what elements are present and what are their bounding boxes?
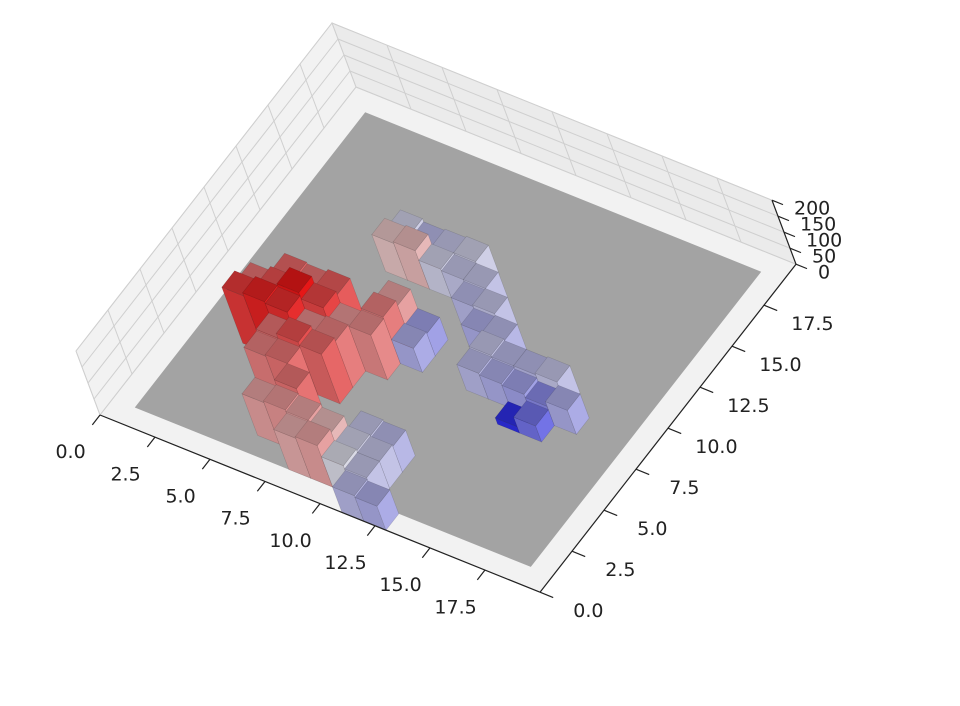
bar-top (344, 452, 380, 479)
z-tick (789, 247, 802, 254)
x-tick (201, 458, 211, 470)
bar-top (320, 440, 357, 467)
y-tick-label: 2.5 (605, 559, 635, 581)
bar-top (331, 470, 368, 497)
bar (298, 328, 354, 405)
bar-top (501, 368, 538, 395)
bar (354, 480, 400, 531)
y-tick-label: 17.5 (791, 313, 833, 335)
y-tick (763, 304, 778, 312)
z-tick (777, 215, 790, 222)
grid-line (87, 54, 345, 384)
bar-top (300, 282, 337, 309)
bar-top (453, 235, 489, 262)
bar-top (275, 316, 312, 343)
grid-line (337, 38, 779, 217)
x-tick-label: 2.5 (110, 463, 140, 485)
grid-line (355, 86, 797, 265)
x-tick (311, 503, 321, 514)
z-tick-label: 50 (812, 246, 836, 268)
z-tick (795, 263, 808, 270)
y-tick (699, 386, 714, 394)
y-tick (635, 468, 650, 476)
z-tick (783, 231, 796, 238)
x-tick-label: 7.5 (220, 508, 250, 530)
grid-line (349, 70, 791, 249)
x-tick (256, 481, 266, 492)
y-tick (731, 345, 746, 353)
bar (390, 322, 436, 374)
x-tick (91, 414, 101, 426)
y-tick-label: 7.5 (669, 477, 699, 499)
bar-top (264, 286, 301, 313)
y-tick-label: 5.0 (637, 518, 667, 540)
bar (544, 384, 590, 436)
z-tick-label: 0 (818, 262, 830, 284)
x-tick (146, 436, 156, 448)
bar-top (462, 262, 499, 289)
x-tick-label: 12.5 (324, 552, 366, 574)
z-tick-label: 150 (800, 214, 836, 236)
bar-top (468, 329, 505, 356)
y-tick-label: 12.5 (727, 395, 769, 417)
bar-top (348, 309, 385, 336)
bar-top (390, 322, 427, 349)
z-tick (771, 199, 784, 206)
bar-top (392, 225, 429, 252)
x-tick-label: 0.0 (55, 441, 85, 463)
bar-top (262, 384, 299, 411)
y-tick-label: 10.0 (695, 436, 737, 458)
grid-line (81, 38, 339, 368)
bar-top (285, 394, 322, 421)
y-tick (667, 427, 682, 435)
x-tick-label: 17.5 (434, 596, 476, 618)
y-tick (539, 591, 554, 599)
bar-top (472, 288, 508, 315)
bar-top (294, 419, 331, 446)
x-tick-label: 15.0 (379, 574, 421, 596)
bar-top (354, 480, 391, 507)
bar-top (360, 291, 397, 318)
bar-top (544, 384, 581, 411)
y-tick (603, 509, 618, 517)
bar-top (273, 363, 310, 390)
grid-line (343, 54, 785, 233)
grid-line (75, 22, 333, 352)
grid-line (331, 22, 773, 201)
bar-top (298, 328, 335, 355)
x-tick (421, 547, 431, 559)
y-tick-label: 15.0 (759, 354, 801, 376)
x-tick (476, 569, 486, 581)
z-tick-label: 200 (794, 198, 830, 220)
x-tick-label: 5.0 (165, 486, 195, 508)
x-tick-label: 10.0 (269, 530, 311, 552)
bar-top (534, 356, 571, 383)
bar-top (276, 266, 313, 293)
z-tick-label: 100 (806, 230, 842, 252)
bar (513, 400, 555, 443)
grid-line (93, 70, 351, 400)
grid-line (99, 86, 357, 416)
y-tick-label: 0.0 (573, 600, 603, 622)
y-tick (571, 550, 586, 558)
x-tick (366, 525, 376, 536)
bar-top (418, 243, 455, 270)
bar (348, 309, 401, 381)
